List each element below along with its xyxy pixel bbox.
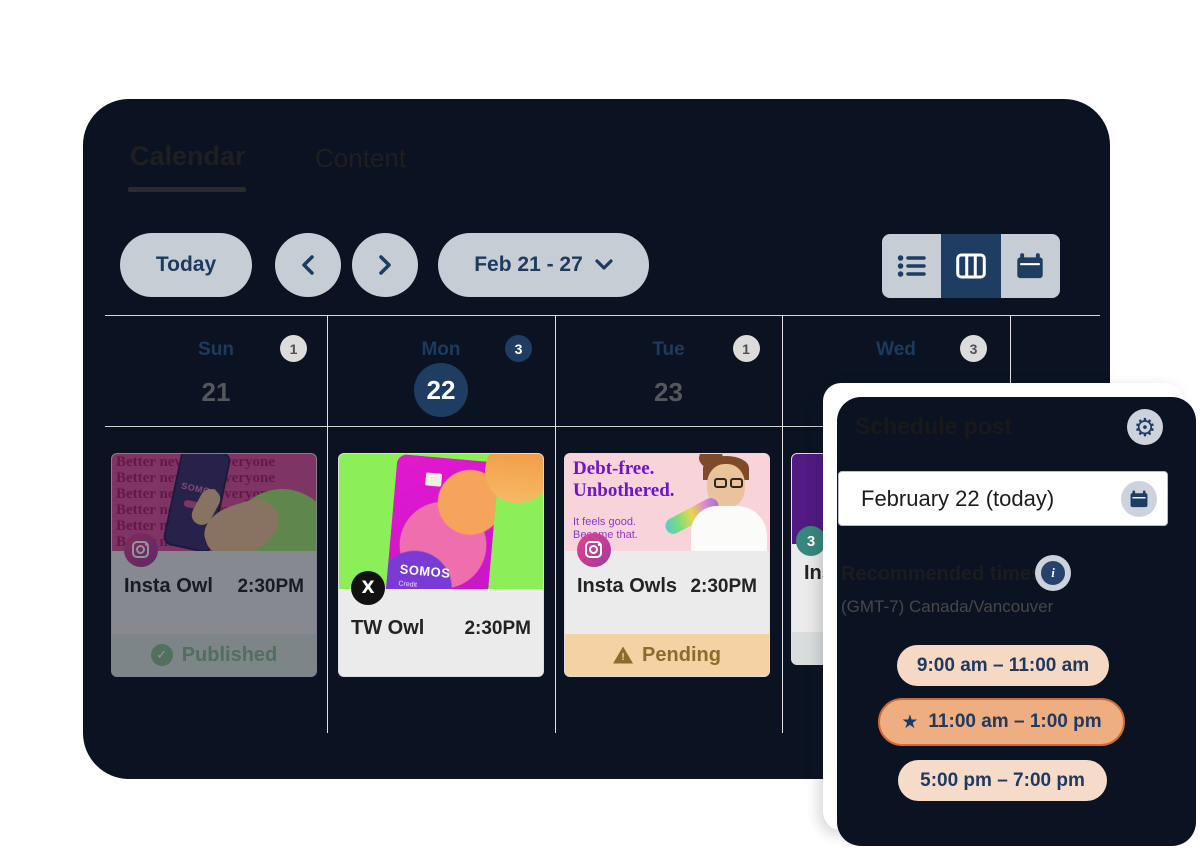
week-view-button[interactable] <box>941 234 1001 298</box>
week-view-icon <box>956 253 986 279</box>
post-title: Insta Owls <box>577 575 678 597</box>
time-slot-label: 5:00 pm – 7:00 pm <box>920 769 1085 791</box>
date-range-dropdown[interactable]: Feb 21 - 27 <box>438 233 649 297</box>
instagram-icon <box>577 533 611 567</box>
day-date[interactable]: 21 <box>201 377 231 407</box>
grid-top-border <box>105 315 1100 316</box>
info-icon: i <box>1041 561 1065 585</box>
time-slot-option[interactable]: 5:00 pm – 7:00 pm <box>898 760 1107 801</box>
calendar-icon <box>1129 489 1149 509</box>
next-week-button[interactable] <box>352 233 418 297</box>
post-title: Insta Owl <box>124 575 213 597</box>
post-card-mon[interactable]: SOMOS Credit X TW Owl 2:30PM <box>338 453 544 677</box>
post-time: 2:30PM <box>690 576 757 597</box>
schedule-date-field[interactable]: February 22 (today) <box>838 471 1168 526</box>
time-slot-label: 11:00 am – 1:00 pm <box>928 711 1102 732</box>
status-label: Published <box>181 643 278 666</box>
day-date[interactable]: 23 <box>654 377 683 407</box>
day-label: Wed <box>876 339 916 360</box>
recommended-times-info-button[interactable]: i <box>1035 555 1071 591</box>
active-tab-underline <box>128 187 246 192</box>
list-view-button[interactable] <box>882 234 941 298</box>
post-count-badge: 1 <box>280 335 307 362</box>
header-row-border <box>105 426 1100 427</box>
glasses-graphic <box>714 478 743 488</box>
post-count-badge: 1 <box>732 335 760 362</box>
time-slot-option-selected[interactable]: ★ 11:00 am – 1:00 pm <box>878 698 1125 746</box>
settings-button[interactable]: ⚙ <box>1127 409 1163 445</box>
post-card-tue[interactable]: Debt-free. Unbothered. It feels good. Beco… <box>564 453 770 677</box>
selected-day-date[interactable]: 22 <box>414 363 468 417</box>
chevron-left-icon <box>300 254 316 276</box>
month-view-icon <box>1015 252 1045 280</box>
collab-count-badge: 3 <box>796 526 826 556</box>
column-divider <box>782 315 783 733</box>
schedule-post-panel: Schedule post ⚙ February 22 (today) Reco… <box>823 383 1196 846</box>
tab-calendar[interactable]: Calendar <box>130 141 246 171</box>
post-time: 2:30PM <box>237 576 304 597</box>
date-range-label: Feb 21 - 27 <box>474 253 583 276</box>
month-view-button[interactable] <box>1001 234 1060 298</box>
timezone-label: (GMT-7) Canada/Vancouver <box>841 597 1054 616</box>
view-switcher <box>882 234 1060 298</box>
list-view-icon <box>896 252 928 280</box>
check-icon: ✓ <box>150 644 173 666</box>
time-slot-label: 9:00 am – 11:00 am <box>916 654 1090 676</box>
day-label: Tue <box>652 339 685 360</box>
gear-icon: ⚙ <box>1133 412 1157 442</box>
status-badge: ✓ Published <box>112 634 316 676</box>
post-image: SOMOS Credit <box>339 454 543 589</box>
day-header-mon: Mon 3 22 <box>327 315 555 426</box>
post-time: 2:30PM <box>464 618 531 639</box>
today-button[interactable]: Today <box>120 233 252 297</box>
post-count-badge: 3 <box>505 335 532 362</box>
day-header-wed: Wed 3 <box>782 315 1010 426</box>
instagram-icon <box>124 533 158 567</box>
day-label: Mon <box>421 339 461 360</box>
tab-content[interactable]: Content <box>315 143 407 173</box>
status-label: Pending <box>642 643 721 666</box>
chevron-down-icon <box>595 259 613 271</box>
x-twitter-icon: X <box>351 571 385 605</box>
time-slot-option[interactable]: 9:00 am – 11:00 am <box>897 645 1109 686</box>
day-label: Sun <box>198 339 234 360</box>
schedule-date-value: February 22 (today) <box>861 485 1055 511</box>
star-icon: ★ <box>901 711 919 733</box>
chevron-right-icon <box>377 254 393 276</box>
previous-week-button[interactable] <box>275 233 341 297</box>
column-divider <box>327 315 328 733</box>
open-datepicker-button[interactable] <box>1121 481 1157 517</box>
panel-title: Schedule post <box>855 413 1013 439</box>
column-divider <box>555 315 556 733</box>
post-image-headline: Debt-free. Unbothered. <box>573 458 675 501</box>
day-header-sun: Sun 1 21 <box>105 315 327 426</box>
warning-icon: ! <box>613 646 634 664</box>
recommended-times-label: Recommended times <box>841 563 1043 585</box>
post-title: TW Owl <box>351 617 425 639</box>
credit-card-graphic: SOMOS Credit <box>384 454 500 589</box>
status-badge: ! Pending <box>565 634 769 676</box>
day-header-tue: Tue 1 23 <box>555 315 782 426</box>
post-count-badge: 3 <box>960 335 987 362</box>
